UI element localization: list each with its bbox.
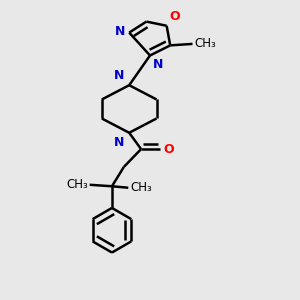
Text: CH₃: CH₃ (66, 178, 88, 191)
Text: N: N (153, 58, 163, 71)
Text: CH₃: CH₃ (194, 38, 216, 50)
Text: N: N (113, 136, 124, 149)
Text: O: O (164, 142, 174, 156)
Text: N: N (113, 69, 124, 82)
Text: N: N (115, 25, 126, 38)
Text: O: O (169, 11, 180, 23)
Text: CH₃: CH₃ (130, 181, 152, 194)
